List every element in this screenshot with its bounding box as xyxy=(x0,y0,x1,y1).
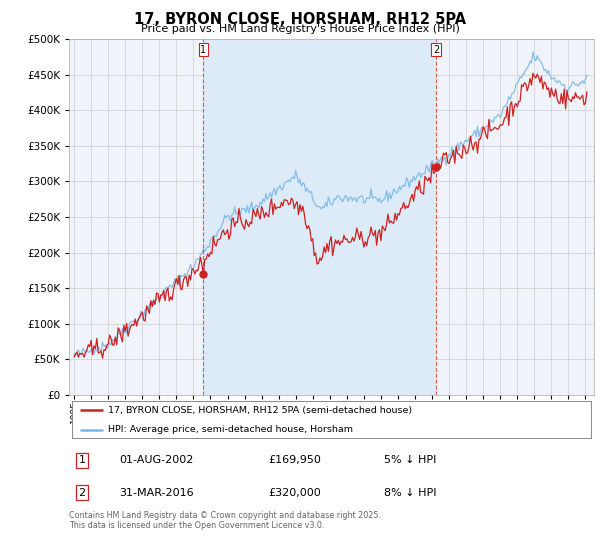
Text: 17, BYRON CLOSE, HORSHAM, RH12 5PA (semi-detached house): 17, BYRON CLOSE, HORSHAM, RH12 5PA (semi… xyxy=(109,405,413,414)
Text: 31-MAR-2016: 31-MAR-2016 xyxy=(119,488,193,498)
Text: Contains HM Land Registry data © Crown copyright and database right 2025.
This d: Contains HM Land Registry data © Crown c… xyxy=(69,511,381,530)
Text: 1: 1 xyxy=(79,455,86,465)
Text: £169,950: £169,950 xyxy=(269,455,322,465)
Text: 2: 2 xyxy=(79,488,86,498)
Text: Price paid vs. HM Land Registry's House Price Index (HPI): Price paid vs. HM Land Registry's House … xyxy=(140,24,460,34)
Text: £320,000: £320,000 xyxy=(269,488,321,498)
Text: 17, BYRON CLOSE, HORSHAM, RH12 5PA: 17, BYRON CLOSE, HORSHAM, RH12 5PA xyxy=(134,12,466,27)
Text: 01-AUG-2002: 01-AUG-2002 xyxy=(119,455,193,465)
Text: HPI: Average price, semi-detached house, Horsham: HPI: Average price, semi-detached house,… xyxy=(109,425,353,434)
Text: 5% ↓ HPI: 5% ↓ HPI xyxy=(384,455,436,465)
Bar xyxy=(203,39,436,395)
FancyBboxPatch shape xyxy=(71,402,592,437)
Text: 1: 1 xyxy=(200,45,206,54)
Text: 2: 2 xyxy=(433,45,439,54)
Text: 8% ↓ HPI: 8% ↓ HPI xyxy=(384,488,437,498)
